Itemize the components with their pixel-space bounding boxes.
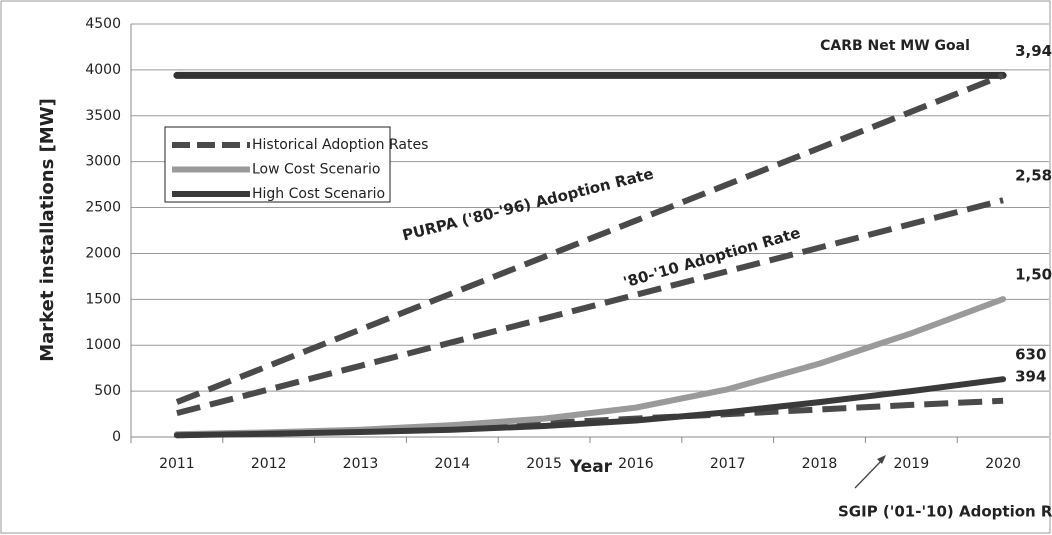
y-tick-label: 4000 [85, 62, 121, 78]
data-label: 630 [1015, 346, 1046, 364]
y-tick-label: 2000 [85, 245, 121, 261]
y-tick-label: 3000 [85, 154, 121, 170]
y-tick-label: 3500 [85, 108, 121, 124]
legend-box [164, 126, 391, 203]
data-label: 3,940 [1015, 42, 1052, 60]
x-tick-label: 2019 [893, 456, 929, 472]
y-tick-label: 1000 [85, 337, 121, 353]
x-tick-label: 2014 [434, 456, 470, 472]
series-line [173, 296, 1007, 438]
line-annotation: SGIP ('01-'10) Adoption Rate [838, 503, 1052, 521]
x-tick-label: 2011 [159, 456, 195, 472]
series-line [173, 376, 1007, 439]
arrow-head [877, 455, 886, 464]
y-tick-label: 1500 [85, 291, 121, 307]
x-tick-label: 2013 [343, 456, 379, 472]
y-tick-label: 2500 [85, 200, 121, 216]
x-tick-label: 2017 [710, 456, 746, 472]
y-tick-label: 4500 [85, 16, 121, 32]
y-tick-label: 0 [112, 429, 121, 445]
y-tick-label: 500 [94, 383, 121, 399]
annotation-arrow [854, 457, 885, 489]
y-axis-label: Market installations [MW] [37, 98, 58, 362]
x-axis-label: Year [569, 457, 613, 477]
data-label: 394 [1015, 367, 1046, 385]
line-annotation: PURPA ('80-'96) Adoption Rate [400, 165, 655, 245]
legend-label: Low Cost Scenario [252, 162, 380, 178]
x-tick-label: 2012 [251, 456, 287, 472]
historical-line [176, 197, 1004, 417]
legend-label: Historical Adoption Rates [252, 137, 428, 153]
legend-label: High Cost Scenario [252, 186, 385, 202]
x-tick-label: 2016 [618, 456, 654, 472]
x-tick-label: 2015 [526, 456, 562, 472]
x-tick-label: 2020 [985, 456, 1021, 472]
x-tick-label: 2018 [802, 456, 838, 472]
historical-line [175, 72, 1005, 405]
data-label: 2,580 [1015, 167, 1052, 185]
goal-label: CARB Net MW Goal [820, 38, 970, 54]
data-label: 1,502 [1015, 266, 1052, 284]
